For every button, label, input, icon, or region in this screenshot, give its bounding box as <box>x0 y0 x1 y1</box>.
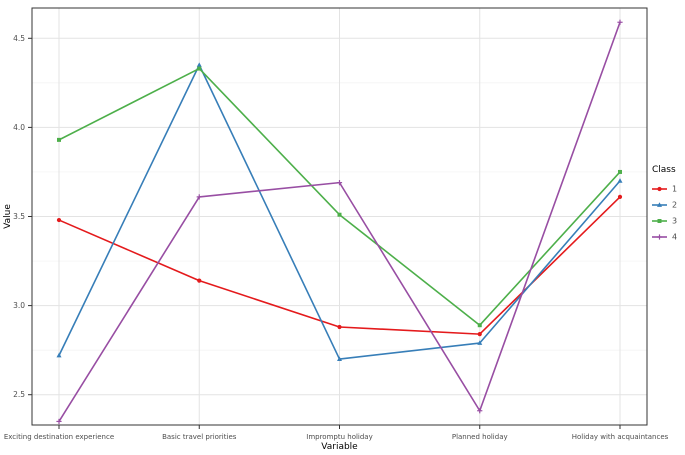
legend-label: 1 <box>672 185 677 194</box>
legend-label: 3 <box>672 217 677 226</box>
legend-label: 2 <box>672 201 677 210</box>
legend-label: 4 <box>672 233 677 242</box>
y-axis: 2.5 3.0 3.5 4.0 4.5 <box>13 34 32 399</box>
legend-entry-4: 4 <box>652 233 677 242</box>
y-tick-label: 3.5 <box>13 212 25 221</box>
series-class-4 <box>56 19 623 425</box>
legend-entry-1: 1 <box>652 185 677 194</box>
legend: Class 1 2 3 4 <box>652 165 677 242</box>
y-tick-label: 4.5 <box>13 34 25 43</box>
x-tick-label: Planned holiday <box>452 433 508 441</box>
series-points-2 <box>56 62 623 361</box>
y-tick-label: 4.0 <box>13 123 25 132</box>
series-points-3 <box>57 66 622 328</box>
series-points-4 <box>56 19 623 425</box>
legend-title: Class <box>652 165 676 175</box>
series-points-1 <box>56 194 623 337</box>
legend-entry-2: 2 <box>652 201 677 210</box>
x-tick-label: Impromptu holiday <box>306 433 373 441</box>
x-axis-title: Variable <box>321 442 358 452</box>
x-tick-label: Basic travel priorities <box>162 433 237 441</box>
x-tick-label: Exciting destination experience <box>4 433 114 441</box>
x-tick-label: Holiday with acquaintances <box>572 433 669 441</box>
y-axis-title: Value <box>3 204 13 229</box>
series-class-3 <box>57 66 622 328</box>
x-axis: Exciting destination experience Basic tra… <box>4 425 669 441</box>
y-tick-label: 2.5 <box>13 390 25 399</box>
legend-entry-3: 3 <box>652 217 677 226</box>
y-tick-label: 3.0 <box>13 301 25 310</box>
series-class-2 <box>56 62 623 361</box>
